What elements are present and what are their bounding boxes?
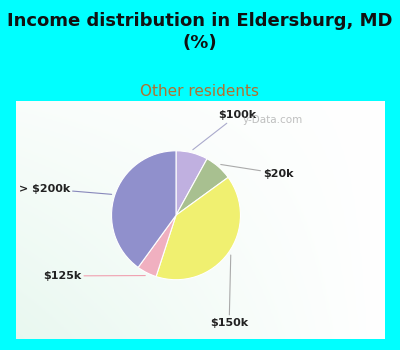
Text: y-Data.com: y-Data.com: [243, 115, 303, 125]
Wedge shape: [138, 215, 176, 276]
Text: > $200k: > $200k: [18, 184, 112, 194]
Text: Income distribution in Eldersburg, MD
(%): Income distribution in Eldersburg, MD (%…: [7, 12, 393, 52]
Wedge shape: [176, 151, 207, 215]
Text: $150k: $150k: [210, 255, 248, 328]
Text: Other residents: Other residents: [140, 84, 260, 99]
Wedge shape: [156, 177, 240, 280]
Text: $100k: $100k: [193, 111, 256, 150]
Text: $125k: $125k: [43, 271, 145, 281]
Wedge shape: [176, 159, 228, 215]
Text: $20k: $20k: [221, 164, 294, 178]
Wedge shape: [112, 151, 176, 267]
